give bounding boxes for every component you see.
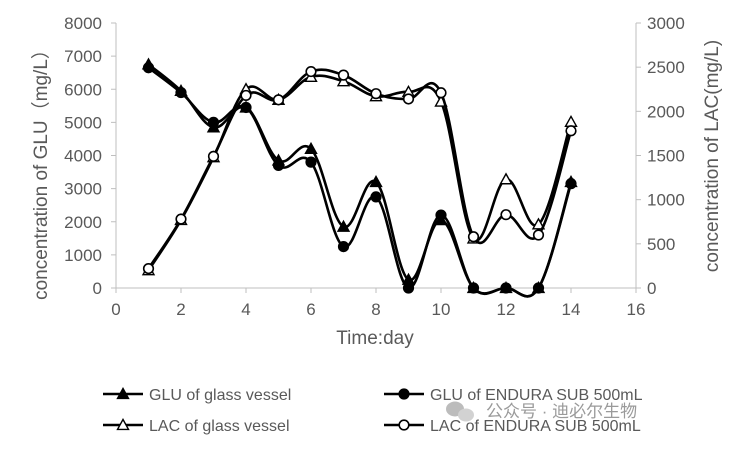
data-point-triangle: [304, 141, 318, 154]
y-axis-left-title: concentration of GLU（mg/L）: [30, 40, 52, 300]
x-tick-label: 2: [176, 300, 185, 319]
data-point-triangle: [531, 217, 546, 230]
y-left-tick-label: 0: [93, 279, 102, 298]
data-point-triangle: [336, 219, 351, 232]
data-point-circle: [467, 231, 480, 243]
data-point-circle: [565, 178, 577, 190]
data-point-triangle: [116, 387, 130, 400]
wechat-icon: [446, 401, 474, 422]
legend-label: GLU of glass vessel: [149, 387, 291, 404]
data-point-circle: [207, 150, 220, 162]
data-point-triangle: [369, 175, 383, 188]
data-point-circle: [402, 93, 415, 105]
legend-label: GLU of ENDURA SUB 500mL: [430, 387, 643, 404]
x-tick-label: 4: [241, 300, 250, 319]
y-left-tick-label: 5000: [64, 113, 102, 132]
data-point-circle: [370, 191, 382, 203]
legend: GLU of glass vessel GLU of ENDURA SUB 500…: [103, 387, 643, 435]
data-point-circle: [142, 262, 155, 275]
legend-label: LAC of ENDURA SUB 500mL: [430, 418, 641, 435]
series-line: [147, 68, 573, 270]
legend-item: GLU of ENDURA SUB 500mL: [384, 387, 643, 404]
data-point-circle: [240, 101, 252, 114]
x-tick-label: 14: [562, 300, 581, 319]
y-right-tick-label: 2000: [647, 102, 685, 121]
series-4: [142, 65, 577, 275]
data-point-circle: [337, 240, 350, 253]
watermark: 公众号 · 迪必尔生物: [446, 401, 637, 422]
data-point-circle: [305, 156, 317, 168]
y-axis-right-title: concentration of LAC(mg/L): [702, 40, 723, 272]
watermark-text: 公众号 · 迪必尔生物: [486, 402, 637, 421]
legend-item: LAC of ENDURA SUB 500mL: [384, 418, 641, 435]
series-layer: [141, 57, 578, 298]
data-point-circle: [435, 87, 447, 99]
data-point-circle: [565, 125, 577, 137]
data-point-circle: [398, 388, 410, 400]
series-3: [141, 69, 578, 276]
x-tick-label: 6: [306, 300, 315, 319]
y-left-tick-label: 8000: [64, 14, 102, 33]
y-right-tick-label: 1500: [647, 147, 685, 166]
data-point-circle: [500, 209, 512, 221]
x-tick-label: 0: [111, 300, 120, 319]
y-left-tick-label: 1000: [64, 246, 102, 265]
data-point-circle: [175, 213, 187, 225]
x-axis-title: Time:day: [336, 328, 414, 349]
data-point-circle: [240, 89, 252, 102]
data-point-circle: [398, 419, 410, 431]
y-right-tick-label: 3000: [647, 14, 685, 33]
data-point-circle: [532, 282, 545, 294]
x-tick-label: 12: [497, 300, 516, 319]
data-point-circle: [500, 282, 512, 294]
x-tick-label: 10: [432, 300, 451, 319]
data-point-circle: [175, 86, 187, 99]
x-tick-label: 16: [627, 300, 646, 319]
legend-item: LAC of glass vessel: [103, 418, 290, 435]
series-1: [141, 57, 578, 298]
y-left-tick-label: 4000: [64, 147, 102, 166]
y-left-tick-label: 2000: [64, 213, 102, 232]
data-point-circle: [370, 88, 382, 100]
data-point-triangle: [336, 74, 351, 87]
data-point-triangle: [116, 418, 130, 431]
series-2: [142, 62, 577, 298]
data-point-circle: [402, 282, 415, 294]
data-point-circle: [142, 62, 155, 74]
y-left-tick-label: 6000: [64, 80, 102, 99]
axes-group: 0 2 4 6 8 10 12 14 16010002000300040005000600070…: [64, 14, 685, 319]
data-point-circle: [532, 229, 545, 241]
data-point-circle: [467, 282, 480, 294]
y-right-tick-label: 1000: [647, 191, 685, 210]
y-left-tick-label: 3000: [64, 180, 102, 199]
legend-label: LAC of glass vessel: [149, 418, 290, 435]
series-line: [147, 74, 573, 272]
data-point-circle: [305, 65, 317, 78]
data-point-circle: [337, 69, 350, 81]
y-right-tick-label: 500: [647, 235, 675, 254]
data-point-circle: [435, 209, 447, 221]
data-point-triangle: [564, 114, 578, 128]
y-right-tick-label: 0: [647, 279, 656, 298]
data-point-circle: [272, 94, 285, 106]
x-tick-label: 8: [371, 300, 380, 319]
legend-item: GLU of glass vessel: [103, 387, 291, 404]
y-left-tick-label: 7000: [64, 47, 102, 66]
data-point-circle: [272, 159, 285, 172]
y-right-tick-label: 2500: [647, 58, 685, 77]
data-point-triangle: [499, 172, 513, 185]
data-point-circle: [207, 116, 220, 128]
